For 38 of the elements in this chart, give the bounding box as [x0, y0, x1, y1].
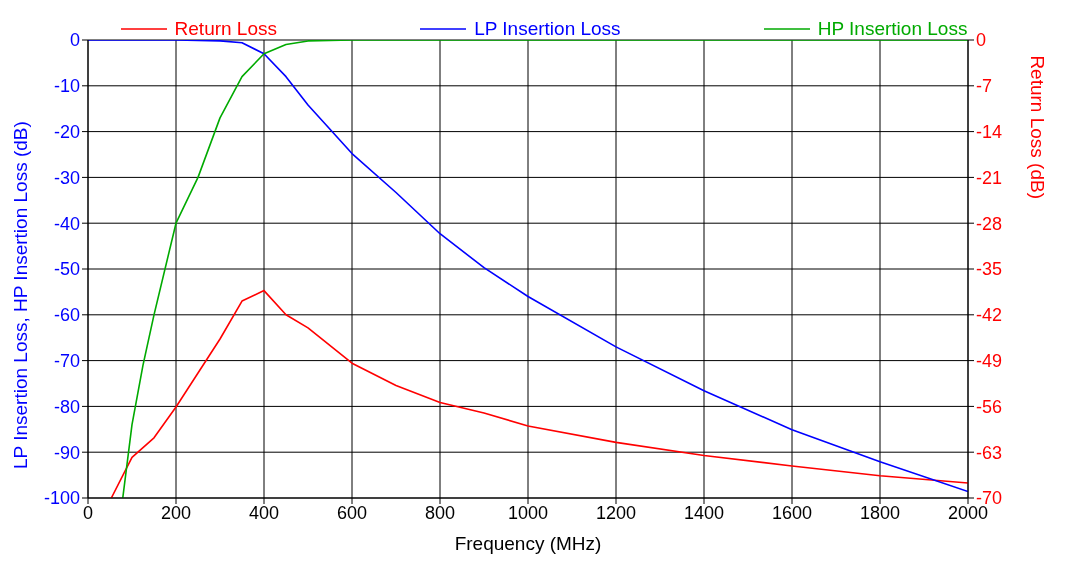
y2-tick-label: -14 — [976, 121, 1003, 142]
x-tick-label: 400 — [248, 502, 280, 523]
y2-tick-label: 0 — [976, 30, 987, 51]
x-axis-title: Frequency (MHz) — [454, 533, 602, 554]
x-tick-label: 1400 — [683, 502, 725, 523]
y2-tick-label: -42 — [976, 305, 1003, 326]
y-tick-label: 0 — [69, 30, 80, 51]
y-tick-label: -20 — [53, 121, 80, 142]
y-tick-label: -30 — [53, 167, 80, 188]
x-tick-label: 1200 — [595, 502, 637, 523]
y-tick-label: -80 — [53, 396, 80, 417]
y2-tick-label: -56 — [976, 396, 1003, 417]
y2-tick-label: -35 — [976, 259, 1003, 280]
line-series — [110, 289, 968, 498]
x-tick-label: 1800 — [859, 502, 901, 523]
x-tick-label: 200 — [160, 502, 192, 523]
y-tick-label: -60 — [53, 305, 80, 326]
y2-tick-label: -7 — [976, 76, 993, 97]
x-tick-label: 0 — [82, 502, 94, 523]
x-tick-label: 1000 — [507, 502, 549, 523]
y-tick-label: -100 — [43, 488, 80, 509]
y2-tick-label: -49 — [976, 350, 1003, 371]
legend-label: LP Insertion Loss — [473, 18, 621, 40]
y2-tick-label: -63 — [976, 442, 1003, 463]
y-tick-label: -10 — [53, 76, 80, 97]
y-tick-label: -50 — [53, 259, 80, 280]
y2-tick-label: -21 — [976, 167, 1003, 188]
y-tick-label: -40 — [53, 213, 80, 234]
y2-axis-title: Return Loss (dB) — [1027, 55, 1049, 199]
legend-label: Return Loss — [173, 18, 278, 40]
x-tick-label: 800 — [424, 502, 456, 523]
x-tick-label: 1600 — [771, 502, 813, 523]
y-axis-title: LP Insertion Loss, HP Insertion Loss (dB) — [9, 121, 31, 469]
x-tick-label: 600 — [336, 502, 368, 523]
y2-tick-label: -28 — [976, 213, 1003, 234]
legend-label: HP Insertion Loss — [816, 18, 968, 40]
y-tick-label: -70 — [53, 350, 80, 371]
y-tick-label: -90 — [53, 442, 80, 463]
